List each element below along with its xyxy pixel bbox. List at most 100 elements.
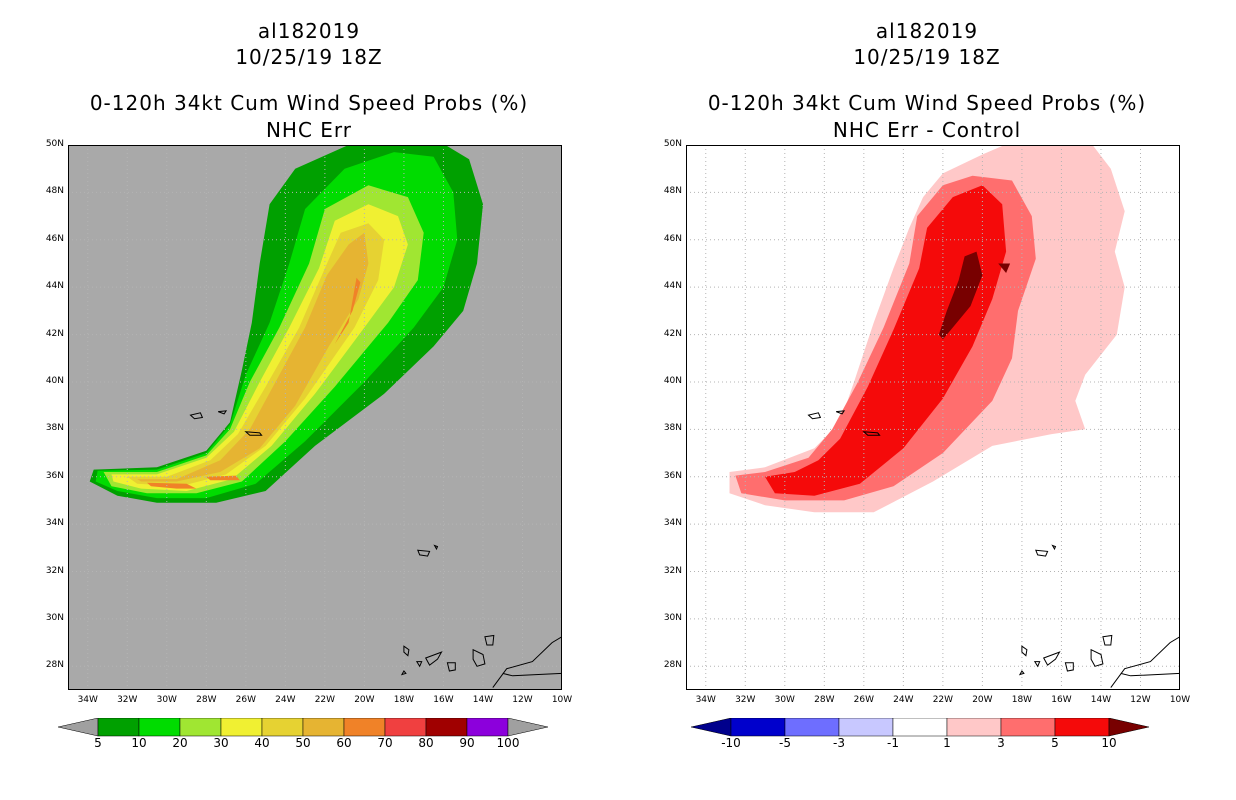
coastline-island [1033, 661, 1041, 668]
product-title: 0-120h 34kt Cum Wind Speed Probs (%) [89, 91, 529, 115]
colorbar-label: 3 [997, 736, 1005, 750]
lon-tick-label: 14W [1090, 695, 1112, 705]
difference-map [686, 145, 1180, 690]
colorbar-graphic [690, 718, 1150, 737]
colorbar-swatch [730, 718, 786, 737]
lon-tick-label: 22W [314, 695, 336, 705]
colorbar-swatch [220, 718, 263, 737]
colorbar-swatch [946, 718, 1002, 737]
lat-tick-label: 42N [45, 328, 64, 339]
country-border [1120, 672, 1180, 677]
coastline-island [1064, 662, 1074, 672]
coastline-island [1051, 544, 1057, 551]
coastline-island [446, 662, 456, 672]
colorbar-label: 90 [459, 736, 475, 750]
lat-tick-label: 36N [45, 470, 64, 481]
coastline-island [1102, 634, 1113, 646]
coastline-island [400, 670, 407, 676]
date-title: 10/25/19 18Z [853, 45, 1001, 69]
lat-tick-label: 44N [45, 281, 64, 292]
lat-tick-label: 40N [663, 375, 682, 386]
colorbar-label: 5 [1051, 736, 1059, 750]
colorbar-label: 100 [496, 736, 520, 750]
colorbar-over-triangle [507, 718, 549, 737]
lon-tick-label: 26W [853, 695, 874, 705]
lon-tick-label: 16W [433, 695, 454, 705]
colorbar-label: 20 [172, 736, 188, 750]
coastline-island [424, 651, 443, 666]
colorbar-swatch [97, 718, 140, 737]
lon-tick-label: 16W [1051, 695, 1072, 705]
colorbar-swatch [425, 718, 468, 737]
lon-tick-label: 24W [893, 695, 914, 705]
lon-tick-label: 26W [235, 695, 256, 705]
lat-tick-label: 30N [663, 612, 682, 623]
lat-tick-label: 32N [45, 565, 64, 576]
colorbar-label: 5 [94, 736, 102, 750]
african-coastline [492, 636, 562, 688]
colorbar-swatch [466, 718, 509, 737]
subtitle: NHC Err [265, 118, 353, 142]
colorbar-swatch [179, 718, 222, 737]
lat-tick-label: 32N [663, 565, 682, 576]
colorbar-swatch [384, 718, 427, 737]
coastline-island [218, 410, 228, 415]
lat-tick-label: 38N [663, 423, 682, 434]
coastline-island [807, 412, 822, 420]
lat-tick-label: 46N [45, 233, 64, 244]
lon-tick-label: 20W [354, 695, 375, 705]
colorbar-swatch [138, 718, 181, 737]
lat-tick-label: 28N [663, 660, 682, 671]
lat-tick-label: 40N [45, 375, 64, 386]
lon-tick-label: 18W [393, 695, 415, 705]
coastline-island [484, 634, 495, 646]
lon-tick-label: 28W [814, 695, 835, 705]
contour-level-60 [206, 475, 240, 481]
lon-tick-label: 12W [1130, 695, 1151, 705]
lon-tick-label: 34W [695, 695, 716, 705]
lat-tick-label: 36N [663, 470, 682, 481]
lat-tick-label: 44N [663, 281, 682, 292]
colorbar-swatch [343, 718, 386, 737]
coastline-island [189, 412, 204, 420]
lat-tick-label: 42N [663, 328, 682, 339]
storm-id-title: al182019 [257, 19, 361, 43]
colorbar-over-triangle [1108, 718, 1150, 737]
colorbar-label: 50 [295, 736, 311, 750]
map-frame [68, 145, 562, 690]
contour-level-10 [938, 251, 983, 340]
lat-tick-label: 50N [663, 139, 682, 149]
lon-tick-label: 30W [156, 695, 177, 705]
colorbar-under-triangle [57, 718, 99, 737]
contour-level-40 [127, 223, 385, 487]
coastline-island [1021, 645, 1028, 657]
colorbar-label: 1 [943, 736, 951, 750]
colorbar-label: 30 [213, 736, 229, 750]
colorbar-label: -10 [721, 736, 741, 750]
colorbar-label: -5 [779, 736, 791, 750]
colorbar-graphic [57, 718, 549, 737]
coastline-island [1090, 648, 1104, 667]
coastline-island [244, 431, 263, 436]
lon-tick-label: 24W [275, 695, 296, 705]
colorbar-label: -3 [833, 736, 845, 750]
map-frame [686, 145, 1180, 690]
contour-level-60 [334, 277, 361, 344]
lat-tick-label: 38N [45, 423, 64, 434]
lon-tick-label: 34W [77, 695, 98, 705]
colorbar-label: 60 [336, 736, 352, 750]
lon-tick-label: 32W [117, 695, 138, 705]
lon-tick-label: 10W [1169, 695, 1191, 705]
right-panel: al182019 10/25/19 18Z 0-120h 34kt Cum Wi… [618, 0, 1236, 800]
lat-tick-label: 48N [663, 186, 682, 197]
lat-tick-label: 48N [45, 186, 64, 197]
african-coastline [1110, 636, 1180, 688]
lon-tick-label: 14W [472, 695, 494, 705]
coastline-island [1042, 651, 1061, 666]
lat-tick-label: 30N [45, 612, 64, 623]
lat-tick-label: 50N [45, 139, 64, 149]
contour-level-60 [147, 482, 197, 489]
contour-level-5 [765, 185, 1007, 496]
colorbar-swatch [1000, 718, 1056, 737]
coastline-island [433, 544, 439, 551]
